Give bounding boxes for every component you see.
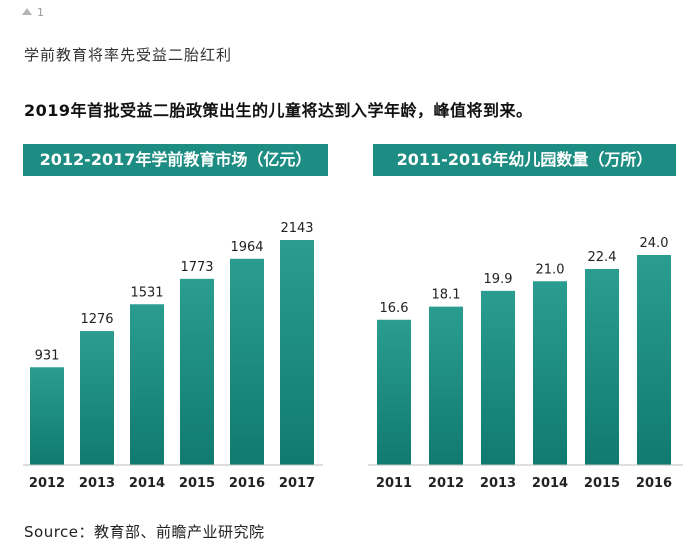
bar-2013 bbox=[80, 331, 114, 465]
tick-label-2013: 2013 bbox=[79, 476, 115, 491]
bar-2011 bbox=[377, 319, 411, 465]
chart-title-market: 2012-2017年学前教育市场（亿元） bbox=[23, 144, 328, 176]
tick-label-2014: 2014 bbox=[532, 476, 568, 491]
bar-2017 bbox=[280, 240, 314, 465]
data-label-2015: 22.4 bbox=[588, 250, 617, 265]
data-label-2016: 24.0 bbox=[640, 236, 669, 251]
data-label-2014: 1531 bbox=[130, 285, 163, 300]
bar-chart-kindergartens: 16.6 2011 18.1 2012 19.9 2013 21.0 2014 22.4 2015… bbox=[368, 236, 683, 491]
tick-label-2011: 2011 bbox=[376, 476, 412, 491]
tick-label-2014: 2014 bbox=[129, 476, 165, 491]
page-marker: 1 bbox=[22, 6, 44, 19]
marker-text: 1 bbox=[37, 6, 44, 19]
tick-label-2017: 2017 bbox=[279, 476, 315, 491]
source-note: Source：教育部、前瞻产业研究院 bbox=[24, 523, 265, 541]
tick-label-2015: 2015 bbox=[584, 476, 620, 491]
bar-2015 bbox=[180, 278, 214, 465]
triangle-icon bbox=[22, 8, 32, 15]
bar-2016 bbox=[637, 255, 671, 465]
bar-2012 bbox=[429, 306, 463, 465]
tick-label-2012: 2012 bbox=[29, 476, 65, 491]
tick-label-2016: 2016 bbox=[636, 476, 672, 491]
data-label-2012: 18.1 bbox=[432, 288, 461, 303]
tick-label-2015: 2015 bbox=[179, 476, 215, 491]
bar-2016 bbox=[230, 258, 264, 465]
data-label-2013: 1276 bbox=[80, 312, 113, 327]
section-subtitle: 学前教育将率先受益二胎红利 bbox=[24, 46, 233, 64]
bar-chart-market: 931 2012 1276 2013 1531 2014 1773 2015 1964 2016 2… bbox=[23, 221, 323, 491]
data-label-2012: 931 bbox=[35, 348, 60, 363]
bar-2012 bbox=[30, 367, 64, 465]
bar-2013 bbox=[481, 290, 515, 465]
data-label-2015: 1773 bbox=[180, 260, 213, 275]
tick-label-2016: 2016 bbox=[229, 476, 265, 491]
tick-label-2013: 2013 bbox=[480, 476, 516, 491]
data-label-2013: 19.9 bbox=[484, 272, 513, 287]
data-label-2011: 16.6 bbox=[380, 301, 409, 316]
data-label-2017: 2143 bbox=[280, 221, 313, 236]
bar-2014 bbox=[130, 304, 164, 465]
tick-label-2012: 2012 bbox=[428, 476, 464, 491]
chart-title-kindergartens: 2011-2016年幼儿园数量（万所） bbox=[373, 144, 676, 176]
bar-2015 bbox=[585, 269, 619, 465]
data-label-2014: 21.0 bbox=[536, 262, 565, 277]
headline: 2019年首批受益二胎政策出生的儿童将达到入学年龄，峰值将到来。 bbox=[24, 101, 533, 120]
data-label-2016: 1964 bbox=[230, 240, 263, 255]
bar-2014 bbox=[533, 281, 567, 465]
